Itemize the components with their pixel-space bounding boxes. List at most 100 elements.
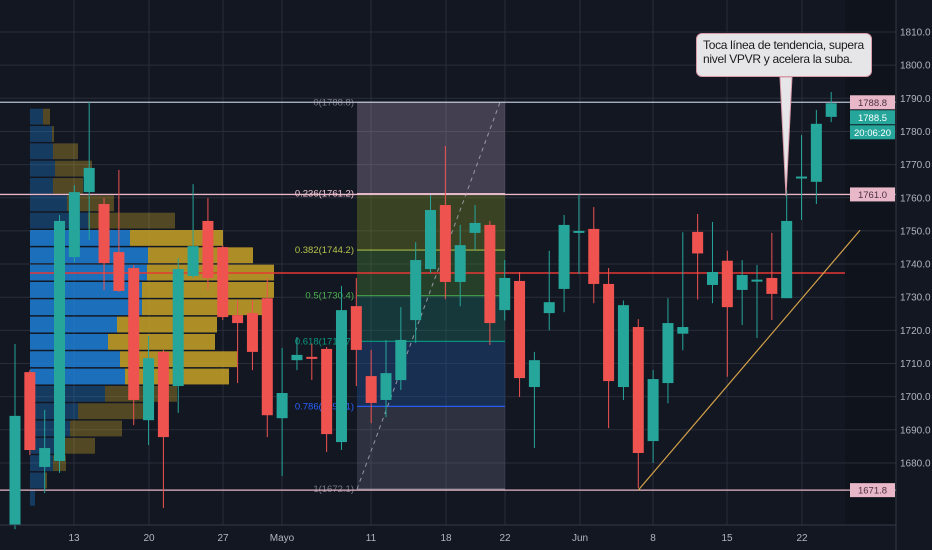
candle (365, 349, 377, 424)
candle-body (677, 327, 689, 334)
price-tick-label: 1790.0 (900, 94, 931, 105)
candle (157, 349, 169, 509)
candle (68, 185, 80, 263)
time-tick-label: Jun (572, 533, 588, 544)
vpvr-up-volume-bar (30, 472, 45, 489)
candle (439, 146, 451, 300)
candle (291, 336, 303, 371)
candle-body (24, 372, 36, 451)
candle (514, 272, 526, 397)
candle (410, 242, 422, 343)
candle-body (113, 252, 125, 291)
candle-body (143, 358, 155, 421)
candle (558, 214, 570, 313)
vpvr-up-volume-bar (30, 195, 67, 212)
vpvr-up-volume-bar (30, 316, 117, 333)
candle-body (365, 376, 377, 403)
candle (469, 205, 481, 251)
candle-body (573, 230, 585, 233)
candle (335, 285, 347, 451)
vpvr-down-volume-bar (88, 212, 175, 229)
candle (128, 265, 140, 426)
fib-zone (357, 341, 505, 407)
candle-body (766, 277, 778, 294)
candle (350, 277, 362, 387)
vpvr-down-volume-bar (53, 143, 78, 160)
vpvr-down-volume-bar (148, 247, 253, 264)
candle-body (232, 315, 244, 324)
price-tick-label: 1700.0 (900, 392, 931, 403)
price-level-badge: 1788.8 (858, 98, 887, 109)
price-tick-label: 1770.0 (900, 160, 931, 171)
candle (98, 198, 110, 290)
candle-body (172, 269, 184, 387)
price-tick-label: 1760.0 (900, 193, 931, 204)
time-tick-label: 22 (796, 533, 808, 544)
candle-body (543, 302, 555, 314)
candle (202, 198, 214, 290)
candle (632, 319, 644, 489)
candle (647, 370, 659, 463)
time-tick-label: 20 (143, 533, 155, 544)
candle (810, 109, 822, 205)
candle (706, 221, 718, 304)
candle-body (588, 228, 600, 284)
candle (24, 370, 36, 455)
candle (321, 346, 333, 453)
candle-body (603, 283, 615, 382)
vpvr-down-volume-bar (52, 126, 54, 142)
fib-zone (357, 295, 505, 342)
candle-body (484, 224, 496, 324)
vpvr-up-volume-bar (30, 160, 55, 177)
price-level-badge: 1671.8 (858, 486, 887, 497)
candle-body (217, 247, 229, 318)
vpvr-down-volume-bar (108, 333, 215, 350)
price-tick-label: 1680.0 (900, 458, 931, 469)
candle (425, 195, 437, 274)
candle-body (528, 360, 540, 388)
price-level-badge: 1761.0 (858, 190, 887, 201)
vpvr-up-volume-bar (30, 126, 52, 142)
candle (588, 207, 600, 304)
candle (232, 300, 244, 384)
annotation-callout[interactable]: Toca línea de tendencia, supera nivel VP… (696, 33, 872, 77)
candle-body (736, 274, 748, 290)
candle-body (558, 224, 570, 289)
vpvr-up-volume-bar (30, 230, 130, 246)
candle (543, 250, 555, 331)
candle (499, 260, 511, 321)
vpvr-up-volume-bar (30, 178, 53, 194)
candle (246, 300, 258, 371)
candle-body (202, 220, 214, 278)
vpvr-down-volume-bar (55, 160, 92, 177)
candle-body (321, 348, 333, 435)
price-tick-label: 1800.0 (900, 61, 931, 72)
vpvr-down-volume-bar (142, 299, 264, 316)
bar-countdown-badge: 20:06:20 (854, 128, 891, 139)
price-axis-background (896, 0, 932, 550)
candle (54, 214, 66, 473)
candle-body (261, 298, 273, 416)
candle-body (68, 192, 80, 258)
candle-body (54, 220, 66, 461)
candle-body (246, 313, 258, 352)
candle-body (157, 351, 169, 438)
candle-body (469, 222, 481, 233)
vpvr-up-volume-bar (30, 299, 142, 316)
candle (662, 298, 674, 404)
price-level-badge-background (850, 187, 895, 202)
time-tick-label: 13 (68, 533, 80, 544)
vpvr-up-volume-bar (30, 247, 148, 264)
candle (83, 101, 95, 241)
time-tick-label: 8 (650, 533, 656, 544)
vpvr-down-volume-bar (45, 472, 47, 489)
candle-body (410, 260, 422, 321)
candle-body (721, 260, 733, 308)
candle (692, 213, 704, 300)
candle-body (706, 272, 718, 285)
candle (143, 335, 155, 446)
fib-level-label: 0.382(1744.2) (295, 245, 354, 256)
fib-level-label: 0.618(1716.7) (295, 336, 354, 347)
candle (380, 339, 392, 418)
